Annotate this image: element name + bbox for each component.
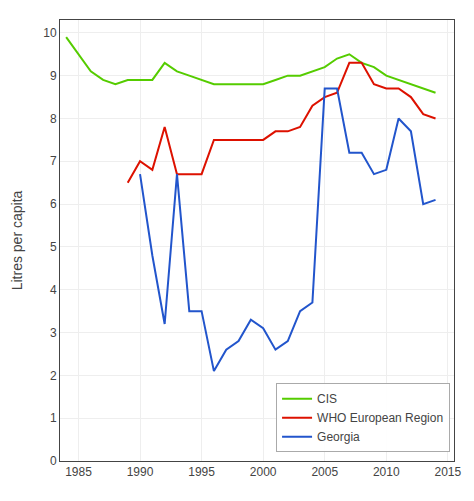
svg-text:2: 2 — [50, 369, 57, 383]
svg-text:Georgia: Georgia — [317, 430, 360, 444]
svg-text:1990: 1990 — [127, 465, 154, 479]
svg-text:5: 5 — [50, 240, 57, 254]
svg-text:6: 6 — [50, 197, 57, 211]
svg-text:2015: 2015 — [434, 465, 461, 479]
svg-text:CIS: CIS — [317, 392, 337, 406]
svg-text:7: 7 — [50, 154, 57, 168]
svg-text:4: 4 — [50, 283, 57, 297]
svg-text:1985: 1985 — [65, 465, 92, 479]
svg-text:WHO European Region: WHO European Region — [317, 411, 443, 425]
svg-text:8: 8 — [50, 112, 57, 126]
svg-text:1995: 1995 — [188, 465, 215, 479]
svg-text:Litres per capita: Litres per capita — [9, 190, 25, 290]
svg-text:1: 1 — [50, 411, 57, 425]
svg-text:3: 3 — [50, 326, 57, 340]
svg-text:2010: 2010 — [373, 465, 400, 479]
svg-text:2005: 2005 — [311, 465, 338, 479]
svg-text:2000: 2000 — [250, 465, 277, 479]
svg-text:10: 10 — [43, 26, 57, 40]
svg-text:9: 9 — [50, 69, 57, 83]
svg-text:0: 0 — [50, 454, 57, 468]
